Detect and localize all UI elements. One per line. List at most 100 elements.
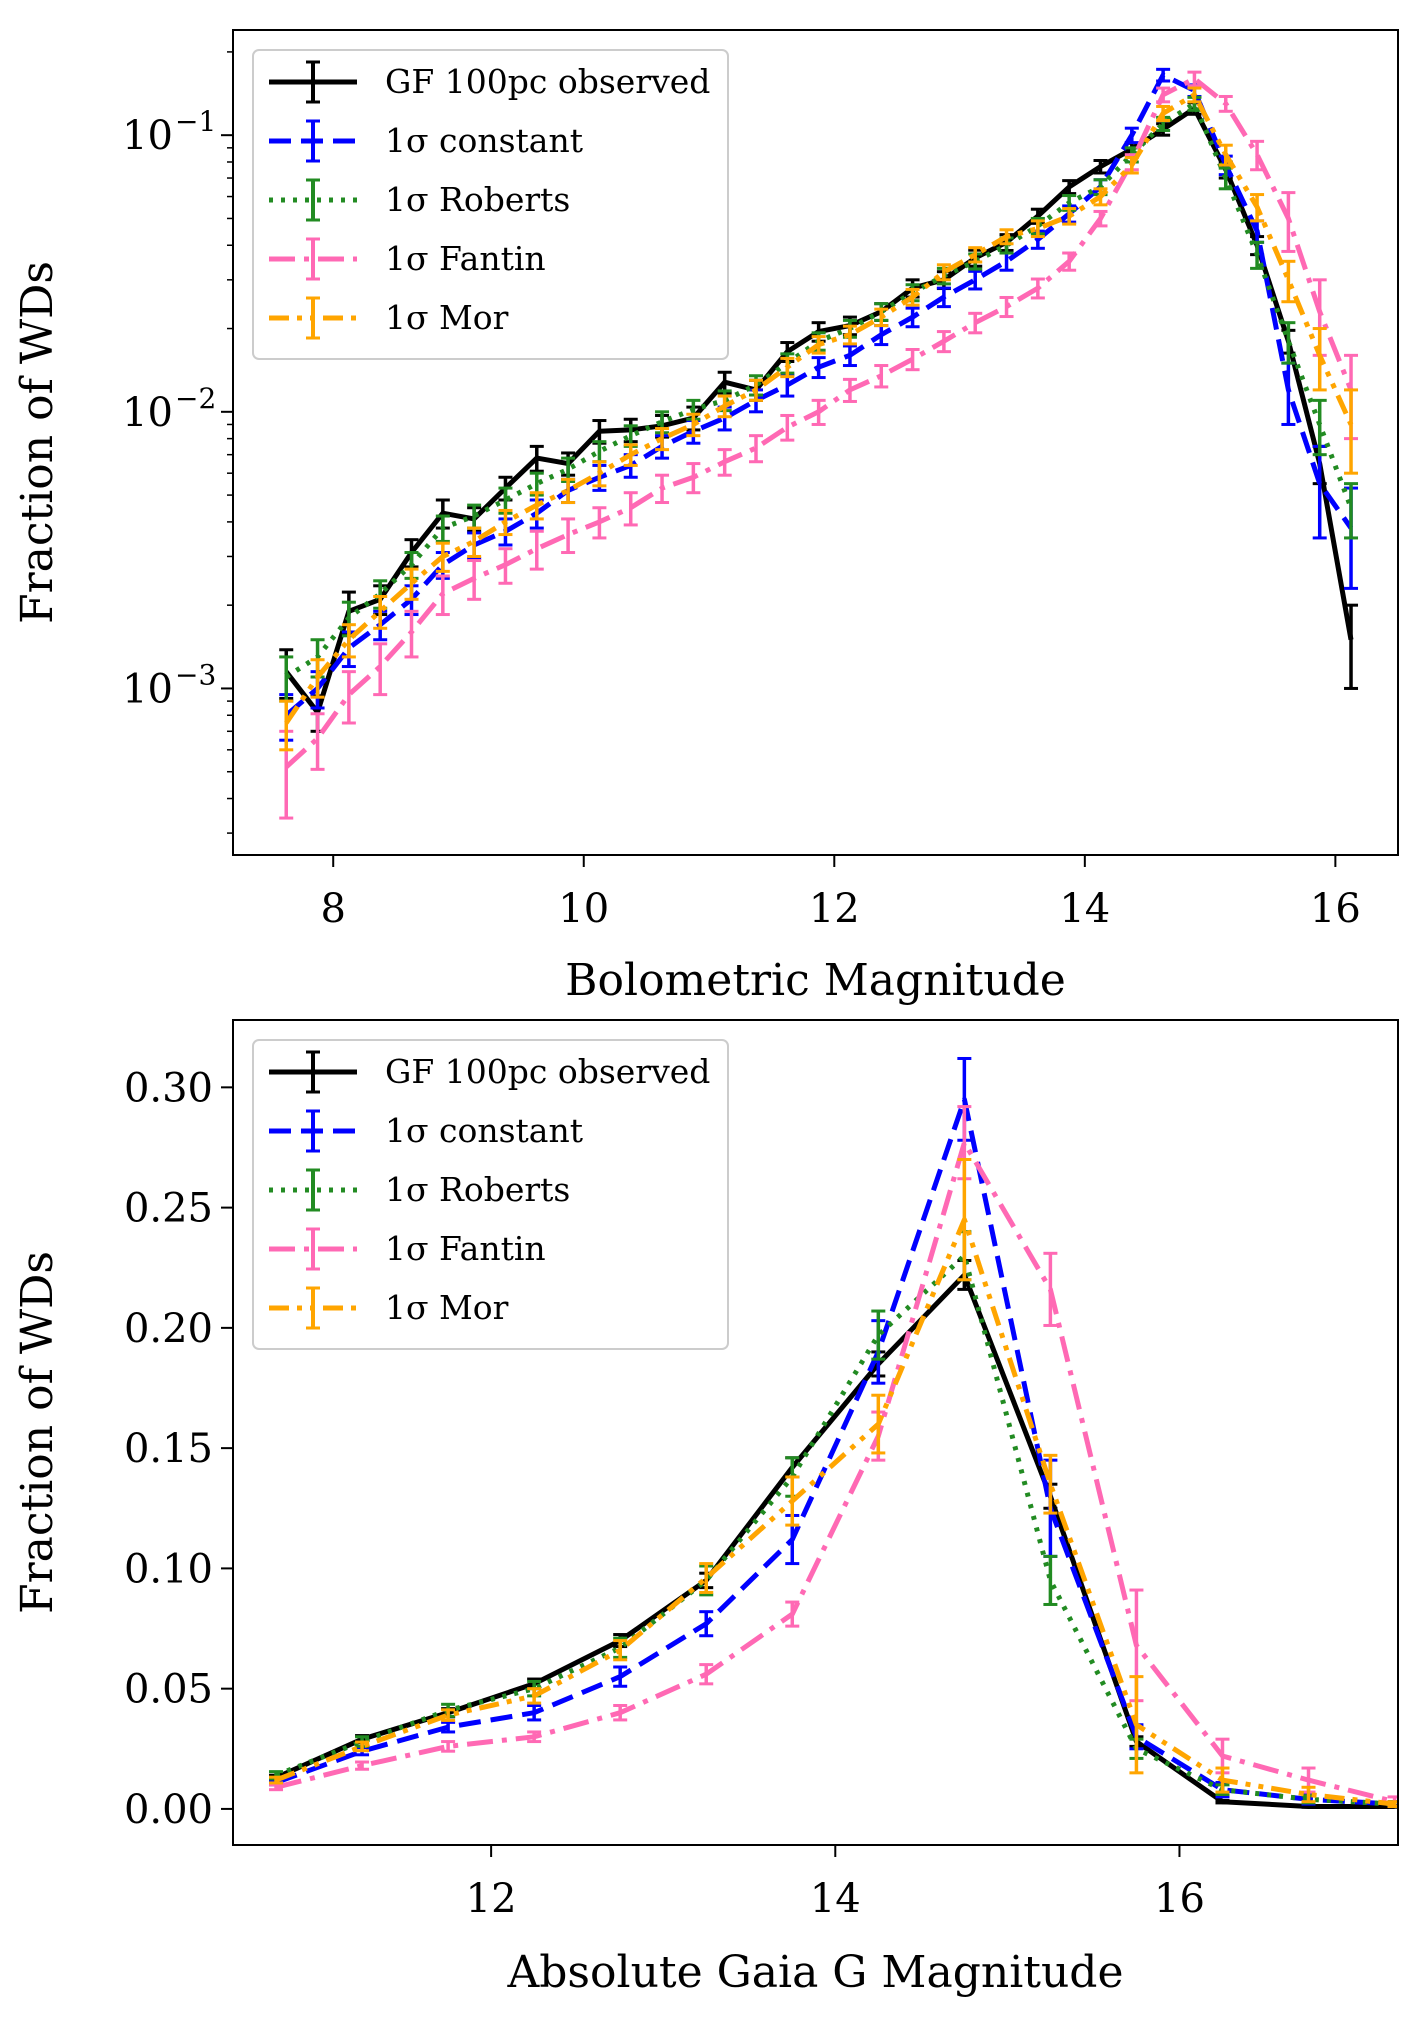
x-axis-label: Bolometric Magnitude [565, 955, 1066, 1006]
error-bar [871, 1309, 886, 1361]
error-bar [748, 434, 763, 464]
error-bar [1062, 179, 1077, 196]
error-bar [905, 306, 920, 329]
error-bar [1301, 1804, 1316, 1809]
error-bar [623, 443, 638, 467]
error-bar [355, 1740, 370, 1753]
y-tick-label: 10 [122, 390, 173, 436]
error-bar [1344, 388, 1359, 475]
error-bar [1043, 1554, 1058, 1606]
error-bar [1062, 251, 1077, 272]
error-bar [1250, 240, 1265, 270]
error-bar [341, 623, 356, 659]
y-axis-label: Fraction of WDs [12, 1251, 63, 1614]
error-bar [613, 1665, 628, 1688]
error-bar [968, 246, 983, 264]
error-bar [355, 1760, 370, 1771]
error-bar [1218, 94, 1233, 113]
error-bar [441, 1708, 456, 1722]
error-bar [467, 526, 482, 558]
y-tick-exponent: −2 [175, 382, 216, 415]
y-tick-label: 0.30 [124, 1065, 213, 1111]
error-bar [717, 394, 732, 419]
error-bar [1187, 86, 1202, 104]
legend-label: 1σ Fantin [385, 239, 546, 278]
error-bar [623, 491, 638, 527]
x-tick-label: 16 [1154, 1876, 1205, 1922]
x-tick-label: 14 [810, 1876, 861, 1922]
error-bar [874, 364, 889, 389]
series-5 [269, 1158, 1398, 1809]
error-bar [655, 427, 670, 452]
plot-area [269, 1056, 1398, 1809]
y-tick-label: 10 [122, 666, 173, 712]
error-bar [529, 529, 544, 571]
error-bar [686, 462, 701, 495]
legend-label: 1σ Fantin [385, 1229, 546, 1268]
legend-label: 1σ Mor [385, 1288, 509, 1327]
error-bar [527, 1703, 542, 1722]
error-bar [1387, 1800, 1398, 1809]
error-bar [1093, 158, 1108, 175]
plot-frame [232, 1019, 1399, 1846]
chart-panel-2: 12 14 16 0.00 0.05 0.10 0.15 0.20 0.25 0.30 Absolu… [12, 1019, 1399, 1998]
error-bar [435, 574, 450, 617]
error-bar [404, 567, 419, 601]
error-bar [1218, 143, 1233, 167]
error-bar [780, 413, 795, 442]
error-bar [341, 670, 356, 725]
legend: GF 100pc observed 1σ constant 1σ Roberts 1σ… [252, 1039, 729, 1350]
legend-label: 1σ Roberts [385, 180, 570, 219]
legend-label: 1σ Roberts [385, 1170, 570, 1209]
error-bar [613, 1639, 628, 1662]
error-bar [1218, 166, 1233, 191]
legend-entry: GF 100pc observed [269, 1050, 710, 1094]
error-bar [1215, 1799, 1230, 1805]
series-line [275, 1217, 1395, 1807]
x-tick-label: 14 [1059, 886, 1110, 932]
error-bar [1156, 67, 1171, 83]
error-bar [441, 1720, 456, 1734]
y-tick-exponent: −3 [175, 658, 216, 691]
y-tick-label: 0.15 [124, 1426, 213, 1472]
error-bar [1129, 1675, 1144, 1775]
error-bar [811, 398, 826, 426]
error-bar [435, 541, 450, 573]
error-bar [269, 1775, 284, 1785]
error-bar [498, 508, 513, 537]
y-tick-label: 0.20 [124, 1306, 213, 1352]
legend-label: 1σ constant [385, 121, 583, 160]
error-bar [1124, 156, 1139, 175]
error-bar [936, 263, 951, 282]
error-bar [1301, 1785, 1316, 1804]
error-bar [686, 412, 701, 438]
error-bar [842, 377, 857, 403]
error-bar [561, 517, 576, 555]
x-tick-label: 12 [466, 1876, 517, 1922]
y-tick-exponent: −1 [175, 105, 216, 138]
error-bar [655, 473, 670, 505]
error-bar [592, 506, 607, 540]
error-bar [871, 1393, 886, 1455]
error-bar [269, 1783, 284, 1792]
legend-entry: 1σ constant [269, 1109, 583, 1153]
legend-label: GF 100pc observed [385, 62, 710, 101]
error-bar [811, 356, 826, 380]
error-bar [435, 514, 450, 543]
error-bar [785, 1475, 800, 1527]
error-bar [780, 356, 795, 379]
error-bar [561, 477, 576, 505]
error-bar [1215, 1766, 1230, 1794]
error-bar [373, 642, 388, 697]
error-bar [957, 1158, 972, 1282]
x-tick-label: 8 [320, 886, 345, 932]
error-bar [613, 1703, 628, 1722]
legend-label: 1σ constant [385, 1111, 583, 1150]
error-bar [1043, 1251, 1058, 1327]
x-tick-label: 16 [1310, 886, 1361, 932]
error-bar [905, 347, 920, 372]
error-bar [999, 228, 1014, 246]
error-bar [498, 547, 513, 585]
